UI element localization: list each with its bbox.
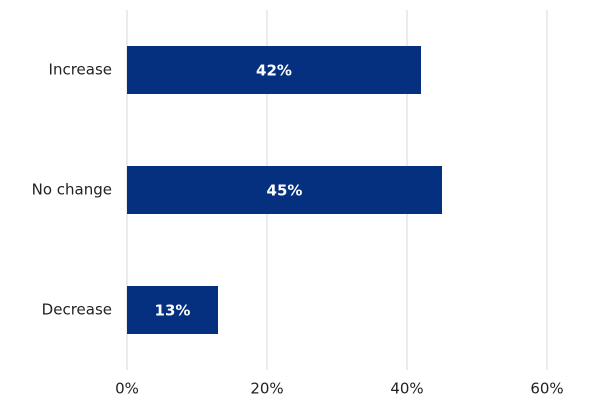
- y-tick-label: Decrease: [42, 301, 112, 319]
- x-tick-label: 0%: [115, 380, 139, 398]
- x-tick-label: 20%: [250, 380, 283, 398]
- x-tick-label: 40%: [390, 380, 423, 398]
- x-tick-label: 60%: [530, 380, 563, 398]
- value-label: 45%: [267, 182, 303, 200]
- bar: [127, 286, 218, 334]
- y-tick-label: Increase: [49, 61, 112, 79]
- bar: [127, 46, 421, 94]
- value-label: 42%: [256, 62, 292, 80]
- value-label: 13%: [155, 302, 191, 320]
- bar: [127, 166, 442, 214]
- y-tick-label: No change: [32, 181, 112, 199]
